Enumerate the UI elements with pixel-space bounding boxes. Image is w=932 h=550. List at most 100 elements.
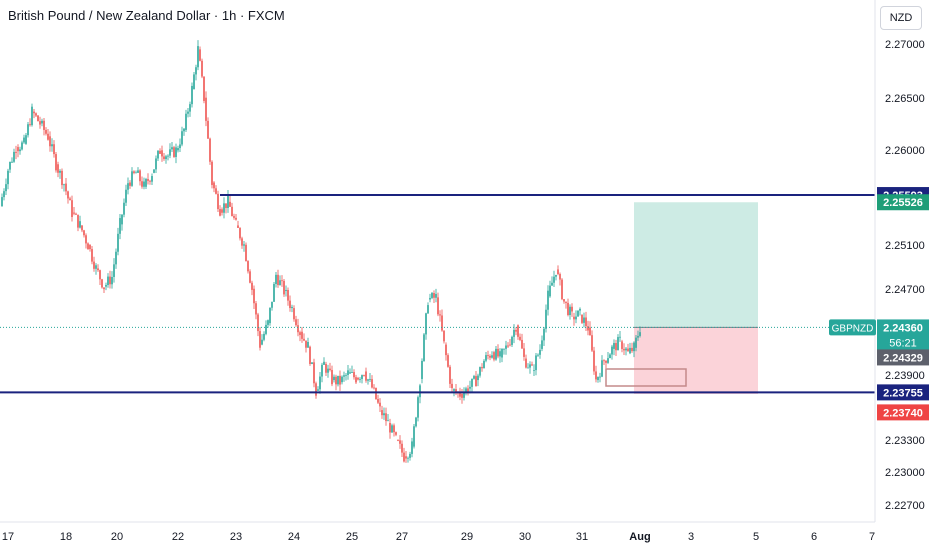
candle-body — [155, 158, 157, 170]
symbol-tag — [829, 319, 876, 336]
candle-body — [45, 129, 47, 134]
candle-body — [403, 452, 405, 462]
candle-body — [15, 151, 17, 153]
candle-body — [627, 348, 629, 352]
x-tick-label: 3 — [688, 531, 694, 543]
candle-body — [549, 285, 551, 297]
candle-body — [507, 345, 509, 347]
candle-body — [301, 331, 303, 339]
candle-body — [333, 376, 335, 381]
candle-body — [131, 171, 133, 186]
candle-body — [233, 216, 235, 218]
candle-body — [127, 183, 129, 190]
candle-body — [531, 364, 533, 366]
candle-body — [321, 364, 323, 377]
stop-price-badge — [877, 404, 929, 421]
candle-body — [217, 193, 219, 210]
candle-body — [547, 290, 549, 310]
candle-body — [305, 340, 307, 348]
candle-body — [485, 355, 487, 361]
candle-body — [11, 161, 13, 163]
candle-body — [443, 330, 445, 342]
candle-body — [383, 413, 385, 416]
candle-body — [529, 364, 531, 368]
candle-body — [575, 316, 577, 320]
candle-body — [257, 314, 259, 332]
candle-body — [95, 265, 97, 269]
candle-body — [295, 319, 297, 326]
candle-body — [231, 206, 233, 217]
candle-body — [561, 279, 563, 300]
candle-body — [421, 360, 423, 379]
candle-body — [581, 314, 583, 323]
candle-body — [167, 155, 169, 157]
order-box — [605, 368, 687, 387]
candle-body — [379, 402, 381, 407]
loss-zone — [634, 327, 758, 394]
candle-body — [611, 346, 613, 355]
support-price-text: 2.23755 — [883, 387, 923, 399]
candle-body — [3, 191, 5, 198]
candle-body — [613, 343, 615, 349]
position-tool — [605, 202, 758, 394]
candle-body — [623, 348, 625, 351]
x-tick-label: 25 — [346, 531, 358, 543]
candle-body — [513, 329, 515, 337]
candle-body — [639, 332, 641, 336]
candle-body — [143, 181, 145, 187]
candle-body — [577, 310, 579, 317]
candle-body — [111, 276, 113, 285]
candle-body — [451, 383, 453, 389]
candle-body — [47, 133, 49, 140]
candle-body — [5, 184, 7, 192]
candle-body — [221, 209, 223, 213]
candle-body — [115, 251, 117, 265]
candle-body — [637, 335, 639, 338]
prev-price-text: 2.24329 — [883, 352, 923, 364]
candle-body — [253, 288, 255, 304]
candle-body — [533, 370, 535, 371]
candle-body — [41, 120, 43, 124]
candle-body — [201, 60, 203, 77]
candle-body — [203, 76, 205, 101]
candle-body — [483, 360, 485, 369]
candle-body — [285, 289, 287, 291]
candle-body — [471, 378, 473, 387]
candle-body — [31, 106, 33, 126]
candle-body — [215, 188, 217, 194]
candle-body — [567, 302, 569, 316]
candle-body — [73, 212, 75, 214]
candle-body — [281, 280, 283, 282]
candle-body — [185, 113, 187, 130]
candle-body — [357, 377, 359, 380]
candle-body — [511, 336, 513, 345]
y-tick-label: 2.25100 — [885, 240, 925, 252]
candle-body — [319, 376, 321, 390]
candle-body — [17, 147, 19, 152]
candle-body — [429, 297, 431, 300]
candle-body — [175, 147, 177, 157]
candle-body — [315, 383, 317, 396]
candle-body — [415, 417, 417, 427]
candle-body — [573, 316, 575, 320]
candle-body — [419, 385, 421, 398]
currency-button[interactable]: NZD — [880, 6, 922, 30]
candle-body — [487, 355, 489, 356]
candle-body — [593, 350, 595, 372]
candle-body — [109, 276, 111, 285]
candle-body — [543, 328, 545, 341]
candle-body — [455, 389, 457, 393]
candle-body — [195, 67, 197, 75]
candle-body — [119, 218, 121, 234]
candle-body — [7, 170, 9, 185]
prev-price-badge — [877, 349, 929, 366]
candle-body — [327, 368, 329, 373]
candle-body — [557, 269, 559, 275]
candle-body — [525, 358, 527, 368]
candle-body — [369, 379, 371, 380]
candle-body — [27, 124, 29, 136]
candle-body — [601, 360, 603, 377]
y-tick-label: 2.23000 — [885, 467, 925, 479]
candle-body — [353, 372, 355, 378]
